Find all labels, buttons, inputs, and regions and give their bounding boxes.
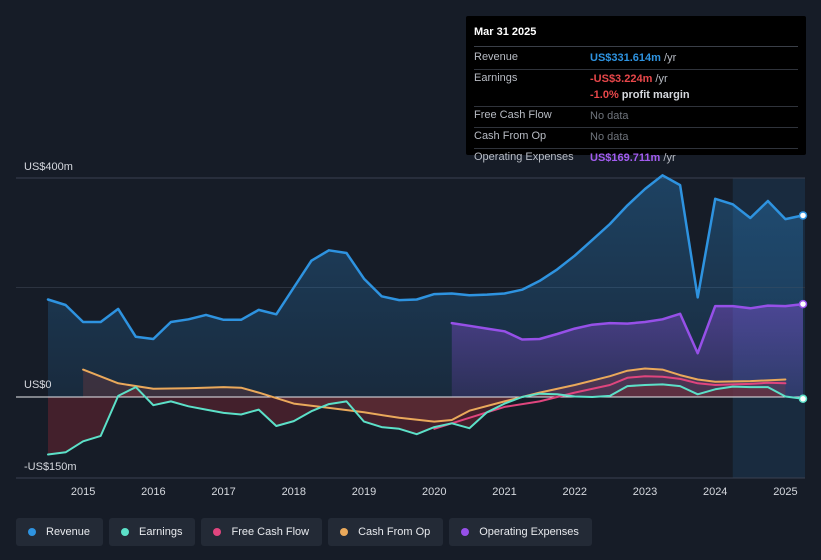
cash-from-op-line xyxy=(82,367,787,423)
y-axis-label: -US$150m xyxy=(24,461,77,473)
cash-from-op-area xyxy=(83,368,786,422)
tooltip-value: US$169.711m xyxy=(590,152,661,164)
legend-dot-icon xyxy=(28,528,36,536)
tooltip-label: Free Cash Flow xyxy=(474,109,552,121)
legend-label: Earnings xyxy=(139,526,183,538)
revenue-end-marker xyxy=(798,211,808,220)
free-cash-flow-line xyxy=(433,375,787,430)
tooltip-value: No data xyxy=(590,131,629,143)
tooltip-unit: /yr xyxy=(652,73,668,85)
x-axis-tick-label: 2022 xyxy=(563,486,587,498)
x-axis-tick-label: 2017 xyxy=(211,486,235,498)
legend-item-earnings[interactable]: Earnings xyxy=(109,518,196,546)
legend-item-revenue[interactable]: Revenue xyxy=(16,518,104,546)
operating-expenses-area xyxy=(451,304,803,397)
tooltip-row-earnings: Earnings -US$3.224m /yr -1.0% profit mar… xyxy=(474,70,798,107)
legend-dot-icon xyxy=(461,528,470,536)
tooltip-value: US$331.614m xyxy=(590,52,661,64)
x-axis-tick-label: 2024 xyxy=(703,486,727,498)
legend-item-operating-expenses[interactable]: Operating Expenses xyxy=(449,518,592,546)
tooltip-date: Mar 31 2025 xyxy=(474,24,798,47)
x-axis-tick-label: 2015 xyxy=(71,486,95,498)
x-axis-tick-label: 2025 xyxy=(773,486,797,498)
tooltip-value: No data xyxy=(590,110,629,122)
tooltip-value: -US$3.224m xyxy=(590,73,653,85)
profit-margin-label: profit margin xyxy=(618,89,690,101)
legend-dot-icon xyxy=(121,528,130,536)
x-axis-tick-label: 2020 xyxy=(422,486,446,498)
legend-label: Revenue xyxy=(46,526,91,538)
tooltip-label: Operating Expenses xyxy=(474,151,574,163)
data-tooltip: Mar 31 2025 Revenue US$331.614m /yr Earn… xyxy=(466,16,806,164)
tooltip-row-cash-from-op: Cash From Op No data xyxy=(474,128,798,149)
x-axis-tick-label: 2016 xyxy=(141,486,165,498)
x-axis-tick-label: 2021 xyxy=(492,486,516,498)
operating-expenses-end-marker xyxy=(798,299,808,309)
tooltip-unit: /yr xyxy=(660,52,677,64)
tooltip-unit: /yr xyxy=(660,152,676,164)
revenue-line xyxy=(46,174,805,341)
legend-item-cash-from-op[interactable]: Cash From Op xyxy=(328,518,444,546)
tooltip-label: Revenue xyxy=(474,51,519,63)
tooltip-row-free-cash-flow: Free Cash Flow No data xyxy=(474,107,798,128)
legend-label: Free Cash Flow xyxy=(231,526,310,538)
legend-label: Cash From Op xyxy=(358,526,431,538)
tooltip-row-revenue: Revenue US$331.614m /yr xyxy=(474,49,798,70)
earnings-line xyxy=(47,383,804,456)
tooltip-row-operating-expenses: Operating Expenses US$169.711m /yr xyxy=(474,149,798,169)
legend-dot-icon xyxy=(340,528,349,536)
x-axis-tick-label: 2023 xyxy=(633,486,657,498)
y-axis-label: US$400m xyxy=(24,161,73,173)
earnings-end-marker xyxy=(798,394,808,404)
legend-dot-icon xyxy=(213,528,222,536)
tooltip-label: Cash From Op xyxy=(474,130,547,142)
chart-legend: Revenue Earnings Free Cash Flow Cash Fro… xyxy=(16,518,592,546)
legend-item-free-cash-flow[interactable]: Free Cash Flow xyxy=(201,518,323,546)
earnings-area xyxy=(48,384,803,455)
x-axis-tick-label: 2018 xyxy=(282,486,306,498)
operating-expenses-line xyxy=(450,302,805,355)
x-axis-tick-label: 2019 xyxy=(352,486,376,498)
legend-label: Operating Expenses xyxy=(479,526,579,538)
profit-margin-value: -1.0% xyxy=(590,89,619,101)
tooltip-label: Earnings xyxy=(474,72,518,84)
y-axis-label: US$0 xyxy=(24,379,52,391)
